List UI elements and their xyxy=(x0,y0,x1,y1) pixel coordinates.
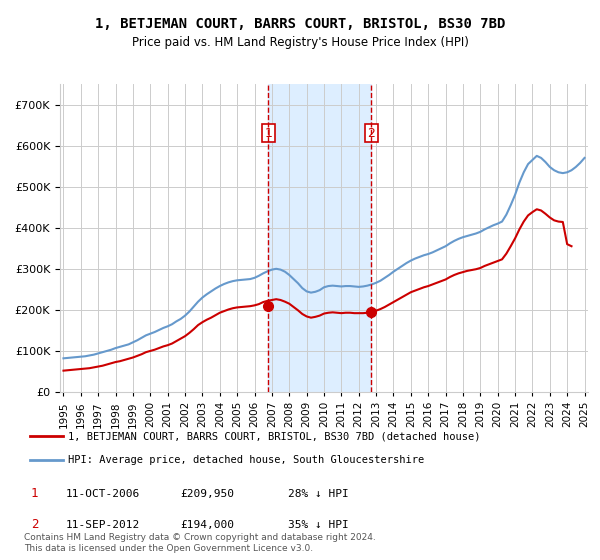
Text: 1, BETJEMAN COURT, BARRS COURT, BRISTOL, BS30 7BD (detached house): 1, BETJEMAN COURT, BARRS COURT, BRISTOL,… xyxy=(68,431,481,441)
Text: £194,000: £194,000 xyxy=(180,520,234,530)
Text: 2: 2 xyxy=(31,518,38,531)
Text: 1: 1 xyxy=(31,487,38,501)
Text: 1: 1 xyxy=(265,127,272,140)
Text: 11-SEP-2012: 11-SEP-2012 xyxy=(66,520,140,530)
Text: Contains HM Land Registry data © Crown copyright and database right 2024.
This d: Contains HM Land Registry data © Crown c… xyxy=(24,533,376,553)
Text: 28% ↓ HPI: 28% ↓ HPI xyxy=(288,489,349,499)
Text: Price paid vs. HM Land Registry's House Price Index (HPI): Price paid vs. HM Land Registry's House … xyxy=(131,36,469,49)
Text: HPI: Average price, detached house, South Gloucestershire: HPI: Average price, detached house, Sout… xyxy=(68,455,424,465)
Text: 2: 2 xyxy=(367,127,375,140)
Bar xyxy=(268,84,371,392)
Text: 11-OCT-2006: 11-OCT-2006 xyxy=(66,489,140,499)
Text: 35% ↓ HPI: 35% ↓ HPI xyxy=(288,520,349,530)
Text: 1, BETJEMAN COURT, BARRS COURT, BRISTOL, BS30 7BD: 1, BETJEMAN COURT, BARRS COURT, BRISTOL,… xyxy=(95,17,505,31)
Text: £209,950: £209,950 xyxy=(180,489,234,499)
